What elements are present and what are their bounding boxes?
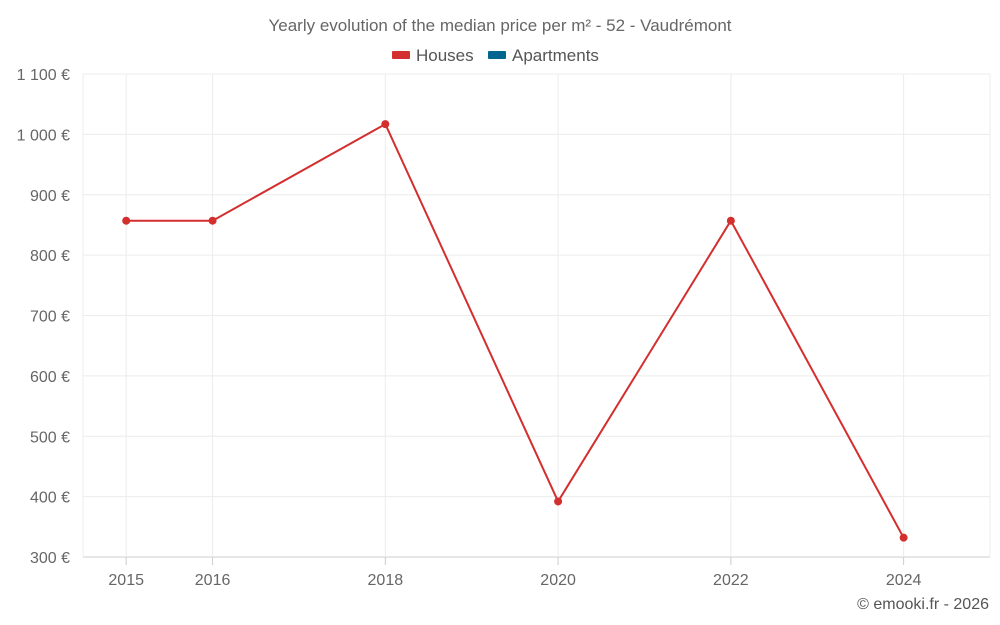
grid-lines [82, 73, 991, 558]
data-point-houses[interactable] [208, 216, 217, 225]
y-tick-label: 600 € [30, 369, 70, 386]
data-point-houses[interactable] [726, 216, 735, 225]
legend-swatch-apartments [488, 51, 506, 59]
credit-text: © emooki.fr - 2026 [857, 596, 989, 613]
y-tick-label: 1 100 € [17, 67, 70, 84]
x-tick-label: 2022 [713, 572, 749, 589]
series-layer [122, 120, 908, 542]
data-point-houses[interactable] [381, 120, 390, 129]
y-axis: 300 € 400 € 500 € 600 € 700 € 800 € 900 € 1 000… [17, 67, 70, 567]
legend-label-apartments: Apartments [512, 46, 599, 65]
legend-label-houses: Houses [416, 46, 474, 65]
data-point-houses[interactable] [554, 497, 563, 506]
y-tick-label: 700 € [30, 309, 70, 326]
x-tick-label: 2018 [368, 572, 404, 589]
data-point-houses[interactable] [122, 216, 131, 225]
y-tick-label: 800 € [30, 248, 70, 265]
legend-swatch-houses [392, 51, 410, 59]
y-tick-label: 1 000 € [17, 127, 70, 144]
legend-item-apartments[interactable]: Apartments [488, 46, 599, 65]
legend: Houses Apartments [392, 46, 599, 65]
x-tick-label: 2024 [886, 572, 922, 589]
legend-item-houses[interactable]: Houses [392, 46, 474, 65]
data-point-houses[interactable] [899, 533, 908, 542]
x-tick-label: 2020 [540, 572, 576, 589]
x-axis: 2015 2016 2018 2020 2022 2024 [108, 557, 922, 589]
chart-title: Yearly evolution of the median price per… [268, 16, 731, 35]
y-tick-label: 300 € [30, 550, 70, 567]
series-line-houses [126, 123, 905, 539]
x-tick-label: 2015 [108, 572, 144, 589]
y-tick-label: 500 € [30, 429, 70, 446]
y-tick-label: 900 € [30, 188, 70, 205]
x-tick-label: 2016 [195, 572, 231, 589]
y-tick-label: 400 € [30, 490, 70, 507]
